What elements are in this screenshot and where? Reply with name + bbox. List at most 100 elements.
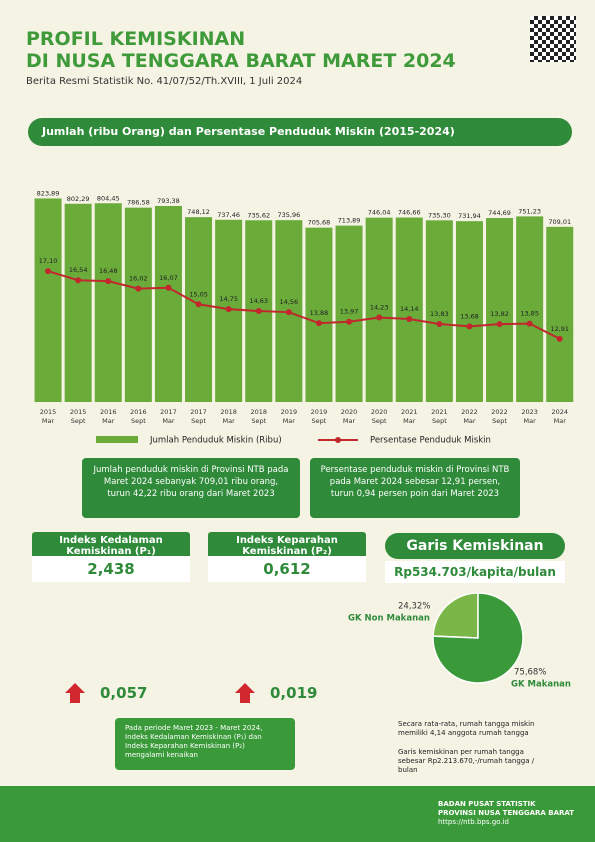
bar-label: 737,46 bbox=[217, 211, 240, 219]
bar-label: 804,45 bbox=[97, 194, 120, 202]
line-label: 13,83 bbox=[430, 310, 449, 318]
line-point bbox=[165, 284, 172, 291]
bar bbox=[335, 225, 363, 402]
pie-label: 24,32% bbox=[398, 602, 430, 612]
footer-text: BADAN PUSAT STATISTIK PROVINSI NUSA TENGG… bbox=[438, 800, 574, 827]
x-tick-label: 2017 bbox=[190, 408, 207, 416]
line-point bbox=[285, 309, 292, 316]
arrow-up bbox=[65, 683, 85, 703]
bar-label: 748,12 bbox=[187, 208, 210, 216]
line-label: 13,85 bbox=[520, 310, 539, 318]
line-label: 14,56 bbox=[280, 298, 299, 306]
legend-swatch bbox=[96, 436, 138, 443]
x-tick-label: Mar bbox=[283, 417, 296, 425]
line-point bbox=[195, 301, 202, 308]
x-tick-label: Mar bbox=[42, 417, 55, 425]
line-label: 14,14 bbox=[400, 305, 419, 313]
x-tick-label: 2018 bbox=[220, 408, 237, 416]
bar-label: 751,23 bbox=[518, 207, 541, 215]
bar bbox=[395, 217, 423, 402]
pie-label: GK Makanan bbox=[511, 680, 571, 690]
bar-label: 735,96 bbox=[277, 211, 300, 219]
qr-code bbox=[530, 16, 576, 62]
text-box: Pada periode Maret 2023 - Maret 2024, In… bbox=[115, 718, 295, 770]
index-value: 2,438 bbox=[32, 556, 190, 582]
x-tick-label: 2020 bbox=[341, 408, 358, 416]
x-tick-label: Mar bbox=[162, 417, 175, 425]
line-label: 17,10 bbox=[39, 257, 58, 265]
x-tick-label: 2016 bbox=[130, 408, 147, 416]
line-label: 16,54 bbox=[69, 266, 88, 274]
line-point bbox=[75, 277, 82, 284]
bar-label: 731,94 bbox=[458, 212, 481, 220]
bar-label: 735,62 bbox=[247, 211, 270, 219]
x-tick-label: Sept bbox=[131, 417, 146, 425]
x-tick-label: Sept bbox=[251, 417, 266, 425]
index-value: 0,612 bbox=[208, 556, 366, 582]
index-change: 0,019 bbox=[270, 684, 318, 702]
x-tick-label: 2015 bbox=[40, 408, 57, 416]
x-tick-label: Sept bbox=[191, 417, 206, 425]
bar-label: 823,89 bbox=[37, 189, 60, 197]
line-point bbox=[135, 285, 142, 292]
bar-label: 709,01 bbox=[548, 218, 571, 226]
line-label: 16,07 bbox=[159, 274, 178, 282]
bar bbox=[154, 205, 182, 402]
line-point bbox=[436, 320, 443, 327]
pie-label: 75,68% bbox=[514, 668, 546, 678]
line-point bbox=[225, 306, 232, 313]
line-point bbox=[376, 314, 383, 321]
x-tick-label: 2021 bbox=[401, 408, 418, 416]
x-tick-label: Mar bbox=[102, 417, 115, 425]
bar bbox=[185, 217, 213, 402]
x-tick-label: Mar bbox=[463, 417, 476, 425]
province: PROVINSI NUSA TENGGARA BARAT bbox=[438, 809, 575, 817]
bar bbox=[455, 221, 483, 402]
x-tick-label: Mar bbox=[343, 417, 356, 425]
bar-label: 802,29 bbox=[67, 195, 90, 203]
line-label: 14,75 bbox=[219, 295, 238, 303]
x-tick-label: 2015 bbox=[70, 408, 87, 416]
pie-title: Garis Kemiskinan bbox=[385, 533, 565, 559]
line-point bbox=[466, 323, 473, 330]
line-label: 14,23 bbox=[370, 304, 389, 312]
chart-banner: Jumlah (ribu Orang) dan Persentase Pendu… bbox=[28, 118, 572, 146]
bar bbox=[486, 218, 514, 402]
bar-label: 786,58 bbox=[127, 199, 150, 207]
text-box: Jumlah penduduk miskin di Provinsi NTB p… bbox=[82, 458, 300, 518]
x-tick-label: Mar bbox=[524, 417, 537, 425]
x-tick-label: Sept bbox=[312, 417, 327, 425]
x-tick-label: Mar bbox=[554, 417, 567, 425]
bar bbox=[516, 216, 544, 402]
bar-label: 746,04 bbox=[368, 209, 391, 217]
pie-slice bbox=[432, 592, 479, 639]
subtitle: Berita Resmi Statistik No. 41/07/52/Th.X… bbox=[26, 76, 303, 87]
bar bbox=[425, 220, 453, 402]
line-label: 13,88 bbox=[310, 309, 329, 317]
bar bbox=[546, 226, 574, 402]
line-point bbox=[105, 278, 112, 285]
x-tick-label: 2022 bbox=[491, 408, 508, 416]
x-tick-label: Sept bbox=[71, 417, 86, 425]
x-tick-label: 2020 bbox=[371, 408, 388, 416]
text-box: Persentase penduduk miskin di Provinsi N… bbox=[310, 458, 520, 518]
x-tick-label: 2017 bbox=[160, 408, 177, 416]
pie-slice bbox=[432, 592, 524, 684]
line-label: 14,63 bbox=[249, 297, 268, 305]
pie-label: GK Non Makanan bbox=[348, 614, 430, 624]
url: https://ntb.bps.go.id bbox=[438, 818, 509, 826]
arrow-up bbox=[235, 683, 255, 703]
line-label: 13,97 bbox=[340, 308, 359, 316]
line-label: 13,82 bbox=[490, 310, 509, 318]
bar-label: 793,38 bbox=[157, 197, 180, 205]
bar-label: 705,68 bbox=[308, 219, 331, 227]
footer bbox=[0, 786, 595, 842]
line-point bbox=[346, 318, 353, 325]
line-point bbox=[255, 308, 262, 315]
title: DI NUSA TENGGARA BARAT MARET 2024 bbox=[26, 50, 456, 72]
line-label: 13,68 bbox=[460, 312, 479, 320]
line bbox=[47, 270, 561, 340]
bar bbox=[365, 217, 393, 402]
